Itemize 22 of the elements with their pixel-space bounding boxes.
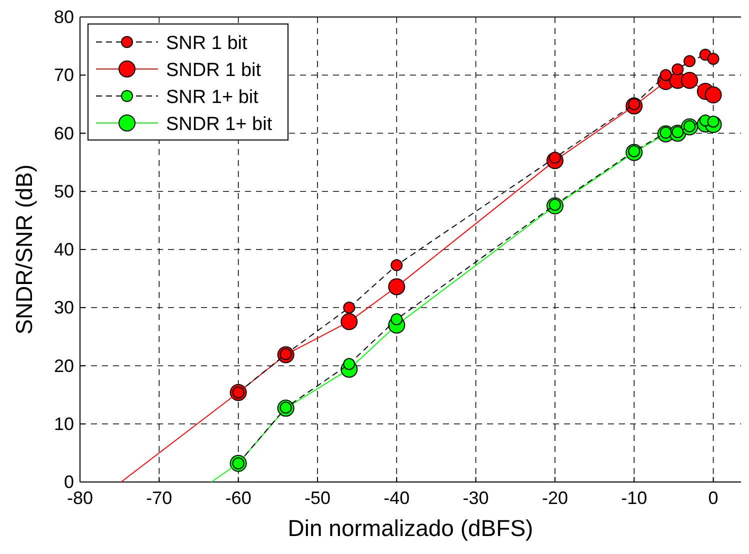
y-tick-label: 70 (54, 65, 74, 86)
y-tick-label: 50 (54, 181, 74, 202)
x-tick-label: -50 (304, 488, 330, 508)
legend-label: SNR 1 bit (166, 33, 248, 54)
y-tick-label: 40 (54, 240, 74, 260)
legend-label: SNR 1+ bit (166, 87, 260, 108)
y-tick-label: 20 (54, 356, 74, 376)
y-tick-label: 10 (54, 414, 74, 434)
y-tick-label: 30 (54, 298, 74, 318)
x-tick-label: -20 (542, 488, 568, 508)
x-tick-label: 0 (708, 488, 718, 508)
y-tick-label: 60 (54, 123, 74, 144)
y-tick-label: 80 (54, 7, 74, 27)
x-tick-label: -30 (462, 488, 489, 508)
legend-label: SNDR 1 bit (166, 60, 262, 81)
legend-label: SNDR 1+ bit (166, 114, 273, 135)
x-tick-label: -10 (621, 488, 648, 508)
x-tick-label: -40 (384, 488, 410, 508)
y-axis-title: SNDR/SNR (dB) (11, 164, 37, 334)
x-tick-label: -60 (225, 488, 252, 508)
x-axis-title: Din normalizado (dBFS) (288, 515, 534, 541)
x-tick-label: -70 (146, 488, 172, 508)
